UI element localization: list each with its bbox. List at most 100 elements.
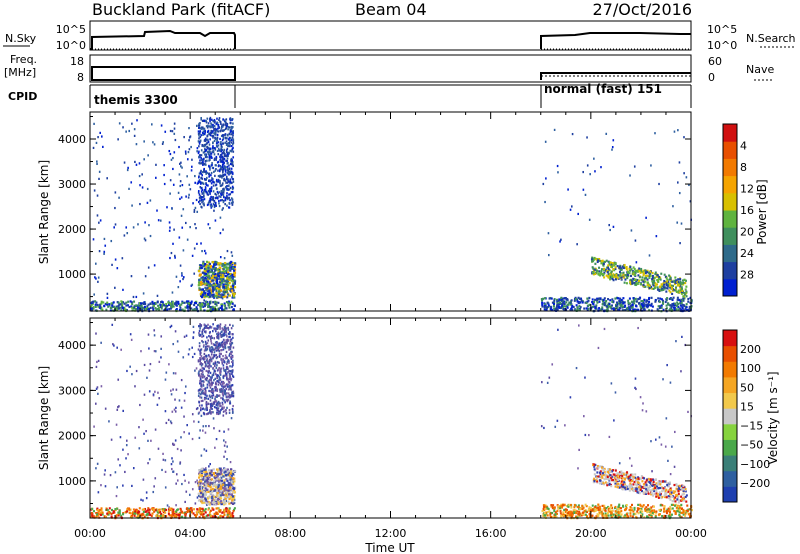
data-cell (183, 135, 185, 139)
data-cell (175, 275, 178, 278)
data-cell (208, 345, 210, 348)
data-cell (120, 516, 123, 519)
data-cell (620, 275, 623, 278)
data-cell (233, 304, 236, 307)
data-cell (207, 370, 209, 373)
data-cell (127, 507, 130, 510)
data-cell (635, 261, 638, 264)
data-cell (597, 272, 600, 276)
data-cell (204, 362, 207, 365)
data-cell (670, 286, 673, 289)
data-cell (627, 308, 630, 311)
data-cell (201, 174, 204, 177)
data-cell (218, 202, 220, 205)
data-cell (103, 237, 106, 241)
data-cell (228, 408, 231, 412)
data-cell (146, 306, 149, 310)
data-cell (191, 283, 194, 286)
data-cell (153, 349, 156, 353)
data-cell (207, 484, 210, 488)
data-cell (674, 510, 677, 513)
data-cell (229, 186, 232, 190)
data-cell (206, 348, 208, 351)
data-cell (206, 406, 208, 410)
data-cell (220, 396, 222, 400)
data-cell (228, 302, 231, 305)
data-cell (153, 329, 156, 332)
data-cell (173, 122, 176, 125)
data-cell (669, 307, 672, 310)
data-cell (688, 309, 691, 312)
data-cell (232, 392, 235, 395)
data-cell (179, 180, 182, 183)
data-cell (200, 187, 203, 190)
data-cell (219, 373, 222, 376)
data-cell (592, 269, 595, 272)
data-cell (165, 305, 168, 308)
data-cell (586, 300, 589, 303)
data-cell (121, 304, 124, 307)
data-cell (645, 274, 648, 278)
data-cell (225, 154, 228, 158)
data-cell (232, 146, 234, 149)
data-cell (208, 511, 211, 514)
data-cell (145, 497, 148, 500)
data-cell (129, 333, 132, 336)
data-cell (213, 515, 216, 518)
data-cell (200, 295, 204, 299)
data-cell (225, 150, 228, 153)
data-cell (180, 161, 182, 164)
data-cell (195, 300, 198, 303)
data-cell (199, 202, 201, 206)
data-cell (230, 251, 233, 254)
data-cell (179, 306, 182, 309)
data-cell (602, 273, 605, 276)
data-cell (200, 474, 204, 477)
data-cell (658, 300, 661, 303)
data-cell (117, 405, 119, 409)
data-cell (598, 307, 601, 310)
data-cell (217, 287, 220, 291)
data-cell (190, 169, 193, 172)
data-cell (221, 192, 223, 196)
data-cell (211, 481, 214, 485)
data-cell (231, 187, 234, 191)
data-cell (103, 515, 106, 518)
data-cell (608, 302, 611, 306)
data-cell (556, 302, 559, 305)
data-cell (201, 304, 204, 307)
data-cell (637, 298, 640, 301)
data-cell (147, 507, 150, 510)
data-cell (195, 407, 198, 411)
nsky-trace-2 (540, 32, 691, 49)
data-cell (208, 365, 210, 368)
data-cell (172, 388, 174, 391)
data-cell (200, 134, 202, 137)
data-cell (230, 379, 232, 382)
data-cell (198, 516, 201, 519)
data-cell (223, 474, 226, 477)
data-cell (219, 272, 222, 276)
data-cell (206, 477, 210, 480)
data-cell (199, 360, 201, 363)
data-cell (207, 265, 210, 269)
data-cell (628, 267, 631, 270)
data-cell (678, 298, 681, 302)
data-cell (653, 286, 656, 290)
data-cell (118, 511, 121, 514)
data-cell (177, 508, 180, 511)
data-cell (156, 209, 158, 212)
data-cell (213, 209, 215, 212)
data-cell (209, 330, 211, 334)
data-cell (216, 139, 219, 142)
data-cell (228, 303, 231, 306)
data-cell (674, 281, 677, 284)
data-cell (97, 359, 100, 362)
data-cell (612, 268, 615, 271)
data-cell (192, 202, 194, 205)
data-cell (660, 304, 663, 307)
data-cell (118, 303, 121, 306)
data-cell (172, 242, 174, 245)
data-cell (198, 196, 201, 199)
data-cell (211, 308, 214, 311)
